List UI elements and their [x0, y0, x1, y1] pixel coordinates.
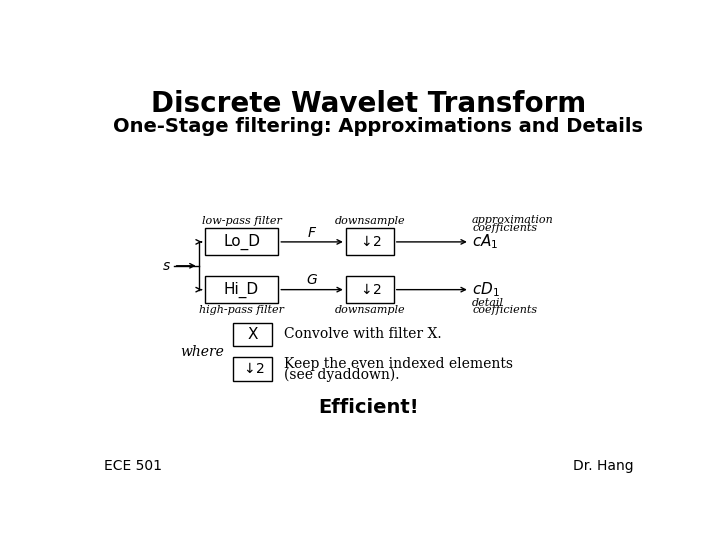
Text: coefficients: coefficients — [472, 305, 537, 315]
Text: detail: detail — [472, 298, 504, 308]
Text: $G$: $G$ — [306, 273, 318, 287]
Text: (see dyaddown).: (see dyaddown). — [284, 368, 400, 382]
Text: One-Stage filtering: Approximations and Details: One-Stage filtering: Approximations and … — [113, 117, 643, 136]
Text: $cA_1$: $cA_1$ — [472, 233, 499, 251]
Text: downsample: downsample — [335, 306, 405, 315]
Bar — [233, 357, 272, 381]
Bar — [233, 323, 272, 346]
Text: Efficient!: Efficient! — [319, 398, 419, 417]
Bar — [346, 276, 394, 303]
Text: $cD_1$: $cD_1$ — [472, 280, 500, 299]
Text: Keep the even indexed elements: Keep the even indexed elements — [284, 356, 513, 370]
Text: Dr. Hang: Dr. Hang — [573, 459, 634, 473]
Text: $\downarrow\!2$: $\downarrow\!2$ — [240, 362, 265, 376]
Text: downsample: downsample — [335, 216, 405, 226]
Text: X: X — [248, 327, 258, 342]
Bar — [204, 276, 279, 303]
Text: Convolve with filter X.: Convolve with filter X. — [284, 327, 441, 341]
Text: approximation: approximation — [472, 215, 554, 225]
Bar — [204, 228, 279, 255]
Text: $s$: $s$ — [163, 259, 171, 273]
Text: low-pass filter: low-pass filter — [202, 216, 282, 226]
Text: coefficients: coefficients — [472, 224, 537, 233]
Bar — [346, 228, 394, 255]
Text: Lo_D: Lo_D — [223, 234, 260, 250]
Text: $F$: $F$ — [307, 226, 317, 240]
Text: $\downarrow\!2$: $\downarrow\!2$ — [358, 235, 382, 249]
Text: Hi_D: Hi_D — [224, 281, 259, 298]
Text: where: where — [180, 345, 224, 359]
Text: ECE 501: ECE 501 — [104, 459, 162, 473]
Text: $\downarrow\!2$: $\downarrow\!2$ — [358, 282, 382, 296]
Text: high-pass filter: high-pass filter — [199, 306, 284, 315]
Text: Discrete Wavelet Transform: Discrete Wavelet Transform — [151, 90, 587, 118]
